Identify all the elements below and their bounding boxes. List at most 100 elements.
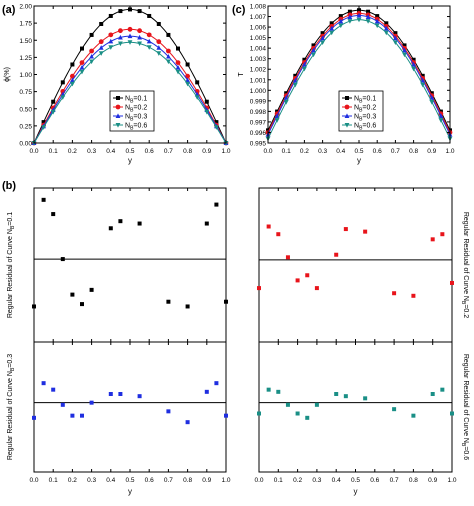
panel-c-series-point-3 [420,82,426,88]
residual-3-point [224,413,228,418]
residual-3-point [214,381,219,386]
residual-3-xtick-label: 0.7 [164,477,173,484]
residual-1-point [224,299,228,304]
panel-a-series-point-3 [60,95,66,100]
panel-c-xtick-label: 0.0 [263,148,272,155]
residual-3-xtick-label: 0.3 [87,477,96,484]
panel-a-series-point-1 [175,60,181,65]
panel-c-legend-marker-3 [344,123,350,128]
panel-c-series-point-0 [375,14,380,19]
panel-c-xtick-label: 0.1 [282,148,291,155]
panel-a-series-point-0 [214,120,219,125]
panel-a-xtick-label: 0.3 [87,148,96,155]
residual-4-xtick-label: 0.0 [254,477,263,484]
panel-c-ytick-label: 1.002 [250,67,267,74]
residual-4-point [334,392,339,396]
panel-a-series-point-1 [156,39,162,45]
residual-1-point [118,219,123,224]
panel-a-legend-label-2: NB=0.3 [125,114,147,123]
residual-2-point [450,280,454,285]
panel-c-series-point-0 [429,91,434,96]
panel-a-series-point-2 [175,64,181,70]
panel-c-ytick-label: 0.998 [250,109,267,116]
panel-c-ytick-label: 0.997 [250,119,267,126]
residual-2-point [392,291,397,296]
residual-2-point [276,232,281,237]
panel-a-series-point-2 [89,53,94,59]
panel-c-series-point-0 [293,73,298,78]
panel-a-series-point-0 [128,7,132,12]
panel-c-ytick-label: 1.008 [250,4,267,11]
residual-4-xtick-label: 0.2 [293,477,302,484]
residual-1-point [108,226,113,231]
panel-a-legend-marker-2 [115,113,121,118]
panel-c-series-point-0 [411,57,416,62]
residual-3-xtick-label: 0.0 [29,477,38,484]
panel-a-series-point-3 [156,51,162,56]
panel-a-legend-label-0: NB=0.1 [125,96,147,105]
panel-c-series-point-0 [320,31,325,36]
panel-c-series-point-2 [302,61,307,67]
panel-c-series-point-3 [302,66,307,72]
panel-a-ylabel: ϕ(%) [4,67,11,82]
residual-2-point [430,237,435,242]
panel-c-xtick-label: 0.9 [427,148,436,155]
residual-3-xtick-label: 0.9 [202,477,211,484]
residual-4-point [450,411,454,416]
panel-a-series-point-1 [146,32,152,38]
panel-c-xlabel: y [357,156,361,165]
residual-4-xtick-label: 1.0 [447,477,456,484]
panel-a-series-point-0 [70,62,75,67]
residual-1-point [70,292,75,297]
panel-a-xtick-label: 0.2 [68,148,77,155]
panel-c-ytick-label: 1.003 [250,56,267,63]
residual-3-point [60,402,65,407]
panel-c-series-point-3 [429,99,435,105]
panel-a-series-point-0 [176,46,180,51]
residual-1-point [41,197,46,202]
residual-3-xtick-label: 1.0 [221,477,230,484]
residual-1-point [204,221,209,226]
panel-label-c: (c) [232,4,246,16]
panel-c-series-point-2 [320,35,325,41]
residual-4-point [440,387,445,392]
panel-c-ylabel: T [238,72,245,77]
panel-a-series-point-0 [166,32,171,37]
residual-2-point [295,278,300,283]
panel-a-series-point-3 [98,51,104,56]
panel-c-series-point-0 [357,8,361,13]
panel-c-ytick-label: 1.000 [250,88,267,95]
panel-a-series-point-2 [127,33,133,39]
panel-a-ytick-label: 2.00 [19,4,32,11]
panel-a-series-point-3 [204,109,210,115]
panel-c-series-point-3 [383,30,389,36]
panel-c-series-point-3 [338,23,344,29]
panel-c-series-point-2 [393,35,398,41]
panel-c-series-point-2 [311,47,316,53]
residual-4-point [276,389,281,394]
panel-c-series-point-2 [402,47,407,53]
panel-a-series-point-3 [127,40,133,45]
residual-4-point [392,407,397,412]
panel-a-ytick-label: 0.50 [19,106,32,113]
residual-3-xlabel: y [128,487,132,496]
residual-1-point [185,304,190,309]
panel-a-series-point-0 [89,32,94,37]
panel-a-series-point-2 [98,45,104,50]
residual-3-point [80,413,84,418]
panel-a-series-point-3 [185,81,190,87]
residual-3-frame [33,341,227,473]
panel-a-series-point-3 [214,125,219,130]
residual-4-xtick-label: 0.7 [390,477,399,484]
panel-a-legend-marker-0 [116,96,120,100]
residual-2-point [285,255,290,260]
panel-a-series-point-3 [166,59,171,65]
panel-c-series-point-3 [274,118,280,123]
panel-c-series-point-0 [338,14,343,19]
residual-3-xtick-label: 0.4 [106,477,115,484]
panel-a-series-point-2 [166,53,171,59]
panel-c-series-point-2 [374,18,380,24]
panel-a-series-point-0 [156,21,161,26]
panel-c-ytick-label: 1.001 [250,77,267,84]
